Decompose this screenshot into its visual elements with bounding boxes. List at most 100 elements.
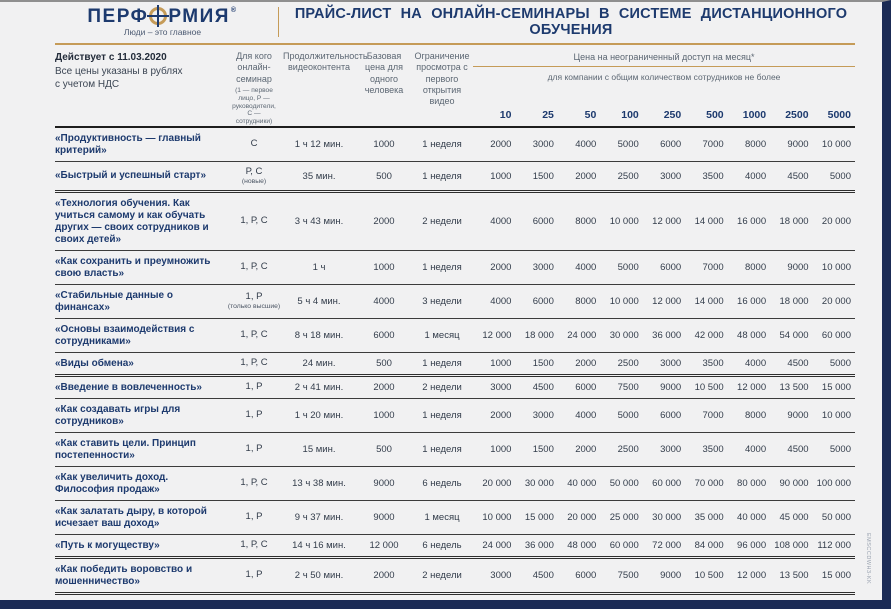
table-row: «Как ставить цели. Принцип постепенности… (55, 433, 855, 468)
tier-price-cell: 72 000 (652, 540, 682, 552)
tier-price-cell: 4000 (744, 444, 767, 456)
tier-price-cell: 4000 (744, 358, 767, 370)
seminar-name: «Как создавать игры для сотрудников» (55, 403, 181, 427)
tier-price-cell: 14 000 (694, 296, 724, 308)
tier-price-cell: 3000 (490, 382, 512, 394)
table-row: «Как увеличить доход. Философия продаж» … (55, 467, 855, 502)
tier-price-cell: 3000 (660, 444, 682, 456)
audience-note: (новые) (241, 177, 267, 185)
column-header-limit: Ограничение просмотра с первого открытия… (414, 51, 470, 106)
tier-price-cell: 7500 (617, 570, 639, 582)
audience-cell: 1, Р, С (227, 329, 281, 341)
tier-price-cell: 20 000 (567, 512, 597, 524)
audience-cell: 1, Р, С (227, 477, 281, 489)
tier-price-cell: 3000 (660, 358, 682, 370)
seminar-name: «Как залатать дыру, в которой исчезает в… (55, 505, 207, 529)
tier-prices: 1000 1500 2000 2500 3000 3500 4000 (473, 358, 855, 369)
tier-price-cell: 96 000 (737, 540, 767, 552)
tier-price-cell: 4000 (490, 296, 512, 308)
tier-price-cell: 84 000 (694, 540, 724, 552)
table-row: «Быстрый и успешный старт» Р, С (новые) … (55, 162, 855, 194)
tier-prices: 4000 6000 8000 10 000 12 000 14 000 16 (473, 216, 855, 227)
column-header-audience-note: (1 — первое лицо, Р — руководители, С — … (232, 86, 276, 126)
duration-cell: 8 ч 18 мин. (294, 330, 344, 342)
print-code: EMSCCDWH3-KK (865, 532, 871, 584)
logo-tagline: Люди – это главное (123, 27, 202, 37)
seminar-name: «Виды обмена» (55, 357, 134, 369)
audience-cell: С (227, 138, 281, 150)
currency-note-1: Все цены указаны в рублях (55, 65, 183, 77)
tier-price-cell: 54 000 (779, 330, 809, 342)
limit-cell: 2 недели (422, 382, 462, 394)
tier-price-cell: 35 000 (694, 512, 724, 524)
tier-price-cell: 4000 (575, 139, 597, 151)
audience-cell: 1, Р (227, 569, 281, 581)
tier-price-cell: 13 500 (779, 570, 809, 582)
tier-header-value: 25 (542, 109, 554, 122)
seminar-name: «Стабильные данные о финансах» (55, 289, 173, 313)
tier-price-cell: 2000 (575, 358, 597, 370)
tier-price-cell: 48 000 (567, 540, 597, 552)
logo-wordmark: ПЕРФ РМИЯ ® (55, 7, 270, 26)
tier-price-cell: 2000 (490, 410, 512, 422)
tier-prices: 24 000 36 000 48 000 60 000 72 000 84 00… (473, 540, 855, 551)
tier-price-cell: 25 000 (609, 512, 639, 524)
tier-price-cell: 8000 (575, 296, 597, 308)
tier-price-cell: 48 000 (737, 330, 767, 342)
tier-price-cell: 4500 (532, 570, 554, 582)
tier-price-cell: 40 000 (737, 512, 767, 524)
duration-cell: 3 ч 43 мин. (294, 216, 344, 228)
base-price-cell: 4000 (373, 296, 395, 308)
tier-price-cell: 20 000 (821, 216, 851, 228)
tier-price-cell: 50 000 (821, 512, 851, 524)
seminar-name: «Как увеличить доход. Философия продаж» (55, 471, 169, 495)
audience-cell: 1, Р (227, 511, 281, 523)
tier-price-cell: 4500 (532, 382, 554, 394)
tier-price-cell: 70 000 (694, 478, 724, 490)
table-row: «Как создавать игры для сотрудников» 1, … (55, 399, 855, 434)
limit-cell: 1 неделя (422, 262, 462, 274)
price-group-label: Цена на неограниченный доступ на месяц* (473, 51, 855, 67)
audience-cell: Р (для постоянных клиентов) (227, 599, 281, 600)
tier-price-cell: 4500 (787, 444, 809, 456)
tier-price-cell: 15 000 (524, 512, 554, 524)
tier-price-cell: 45 000 (779, 512, 809, 524)
limit-cell: 1 неделя (422, 358, 462, 370)
tier-prices: 12 000 18 000 24 000 30 000 36 000 42 00… (473, 330, 855, 341)
tier-price-cell: 50 000 (609, 478, 639, 490)
tier-price-cell: 8000 (575, 216, 597, 228)
tier-price-cell: 42 000 (694, 330, 724, 342)
tier-prices: 3000 4500 6000 7500 9000 10 500 12 000 (473, 570, 855, 581)
tier-price-cell: 2500 (617, 170, 639, 182)
audience-note: (только высшие) (227, 303, 281, 311)
tier-price-cell: 3000 (660, 170, 682, 182)
tier-price-cell: 9000 (787, 262, 809, 274)
audience-cell: Р, С (новые) (227, 165, 281, 186)
tier-price-cell: 10 000 (821, 139, 851, 151)
limit-cell: 1 неделя (422, 139, 462, 151)
tier-prices: 2000 3000 4000 5000 6000 7000 8000 (473, 410, 855, 421)
seminar-name: «Как ставить цели. Принцип постепенности… (55, 437, 196, 461)
audience-value: Р, С (245, 165, 263, 177)
tier-price-cell: 5000 (617, 410, 639, 422)
audience-value: 1, Р, С (240, 329, 268, 341)
price-table: Действует с 11.03.2020 Все цены указаны … (55, 45, 855, 600)
tier-header-value: 100 (621, 109, 639, 122)
tier-prices: 2000 3000 4000 5000 6000 7000 8000 (473, 139, 855, 150)
duration-cell: 35 мин. (302, 170, 336, 182)
currency-note-2: с учетом НДС (55, 79, 120, 90)
tier-price-cell: 60 000 (652, 478, 682, 490)
duration-cell: 1 ч (312, 262, 326, 274)
limit-cell: 1 месяц (424, 330, 460, 342)
audience-value: 1, Р (245, 569, 263, 581)
limit-cell: 1 неделя (422, 410, 462, 422)
performia-logo: ПЕРФ РМИЯ ® Люди – это главное (55, 7, 270, 37)
table-row: «Технология обучения. Как учиться самому… (55, 193, 855, 252)
duration-cell: 5 ч 4 мин. (297, 296, 341, 308)
tier-price-cell: 10 500 (694, 570, 724, 582)
table-row: «Стабильные данные о финансах» 1, Р (тол… (55, 285, 855, 320)
duration-cell: 2 ч 50 мин. (294, 570, 344, 582)
gold-rule (55, 43, 855, 45)
base-price-cell: 1000 (373, 410, 395, 422)
column-header-base-price: Базовая цена для одного человека (364, 51, 404, 95)
